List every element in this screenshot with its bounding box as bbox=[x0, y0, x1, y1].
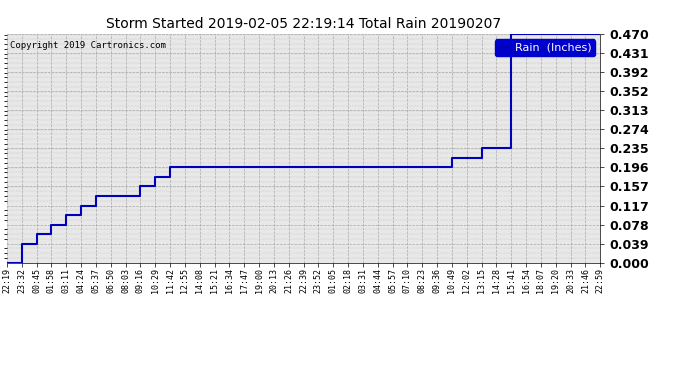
Text: Copyright 2019 Cartronics.com: Copyright 2019 Cartronics.com bbox=[10, 40, 166, 50]
Legend: Rain  (Inches): Rain (Inches) bbox=[495, 39, 595, 56]
Title: Storm Started 2019-02-05 22:19:14 Total Rain 20190207: Storm Started 2019-02-05 22:19:14 Total … bbox=[106, 17, 501, 31]
